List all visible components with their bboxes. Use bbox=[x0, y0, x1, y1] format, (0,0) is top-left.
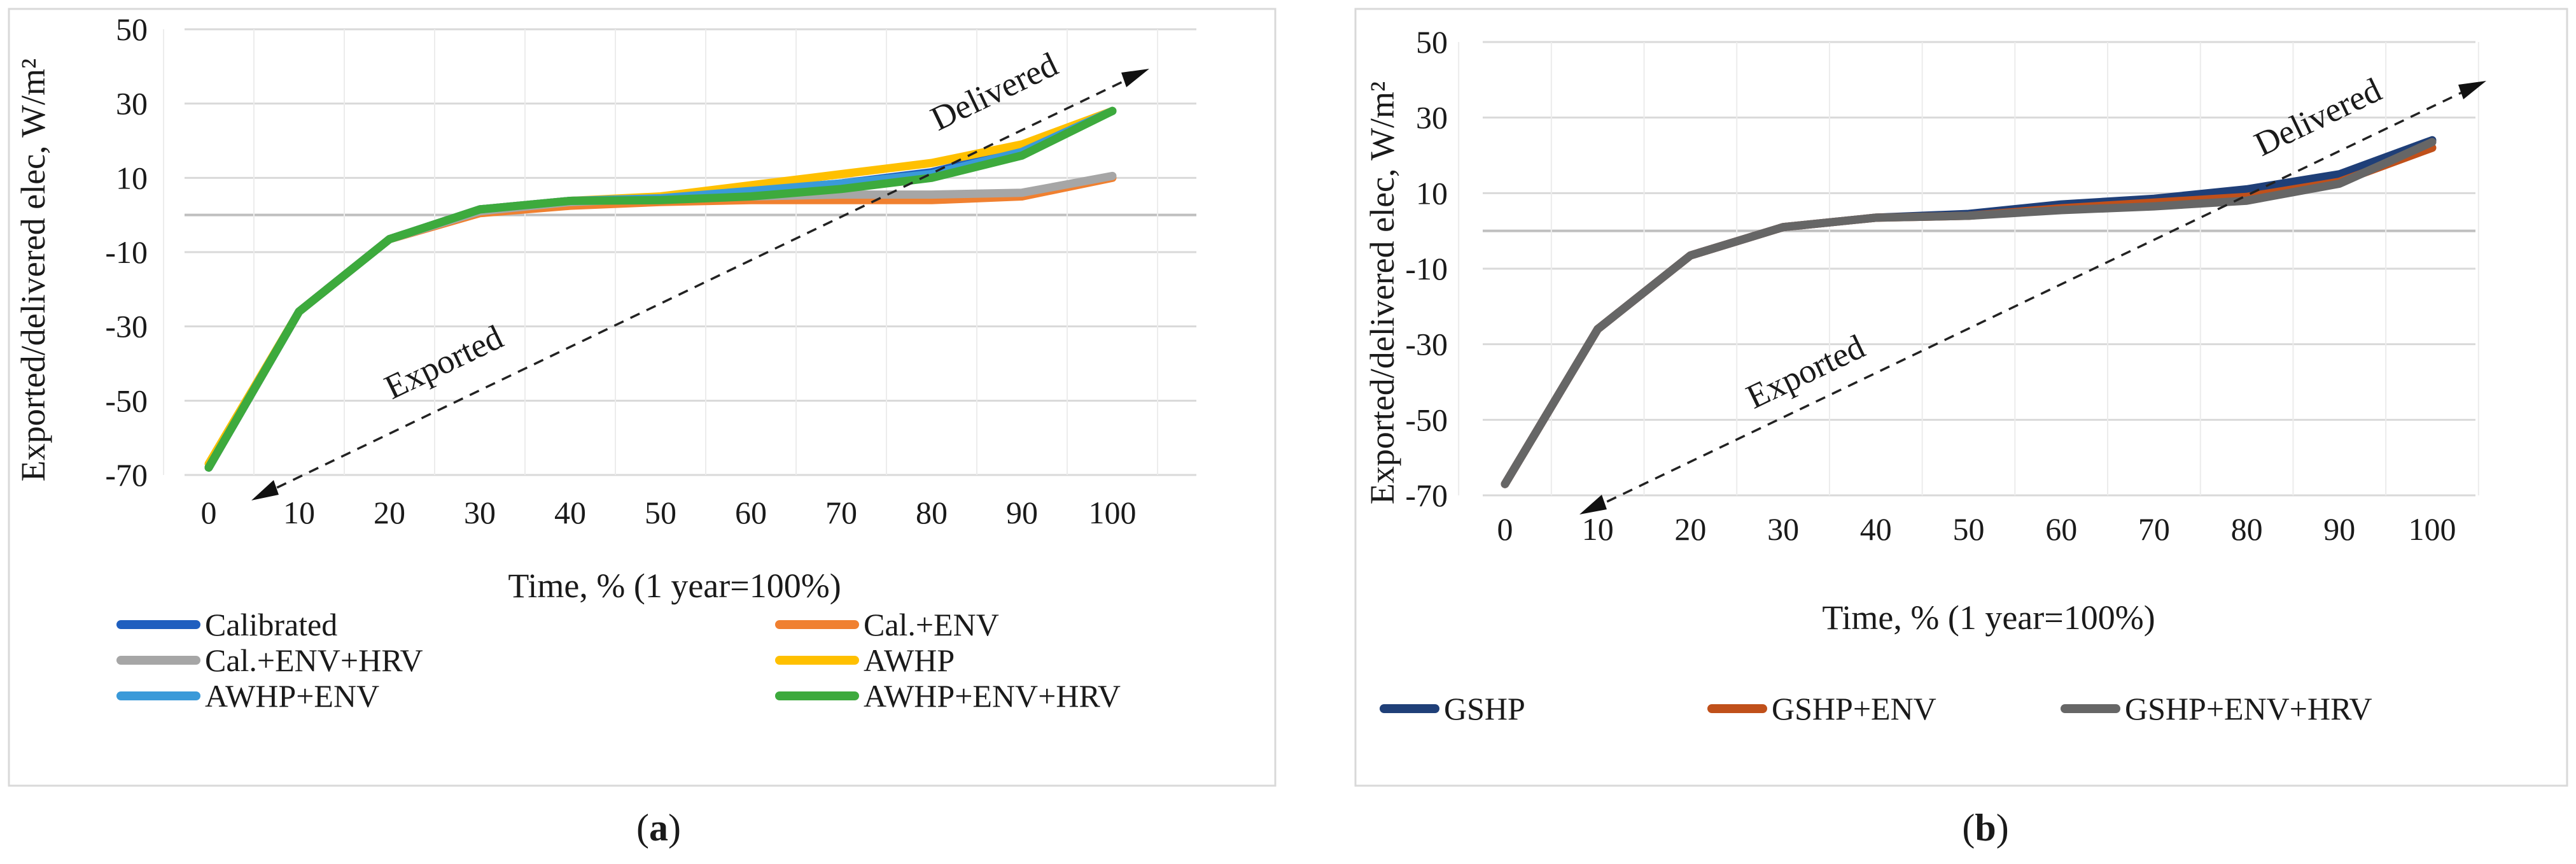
chart-a-x-tick-label: 80 bbox=[916, 495, 948, 530]
chart-a-x-tick-label: 90 bbox=[1006, 495, 1038, 530]
chart-a-delivered-label: Delivered bbox=[925, 45, 1063, 138]
chart-b-y-tick-label: 10 bbox=[1416, 175, 1448, 211]
chart-b-gridlines bbox=[1458, 41, 2479, 497]
chart-a-y-tick-label: 10 bbox=[116, 160, 148, 195]
chart-b-legend-label: GSHP bbox=[1444, 691, 1525, 726]
chart-a-series bbox=[204, 106, 1117, 472]
chart-b-x-tick-label: 30 bbox=[1767, 511, 1799, 547]
chart-a-legend-label: Calibrated bbox=[205, 607, 337, 642]
chart-a-y-tick-label: -30 bbox=[105, 309, 148, 344]
chart-b-legend-label: GSHP+ENV+HRV bbox=[2125, 691, 2372, 726]
chart-a-gridlines bbox=[163, 28, 1196, 476]
chart-b-x-tick-label: 90 bbox=[2323, 511, 2355, 547]
chart-b-x-tick-label: 20 bbox=[1674, 511, 1706, 547]
chart-a-arrowhead-exported bbox=[251, 480, 279, 500]
chart-a-y-axis-title: Exported/delivered elec, W/m² bbox=[14, 59, 52, 481]
chart-b-y-tick-label: -70 bbox=[1405, 478, 1448, 513]
chart-b-exported-label: Exported bbox=[1740, 327, 1870, 416]
panel-a: -70 -50 -30 -10 10 30 50 0 10 20 30 40 50 60 70 80 90 10… bbox=[8, 8, 1277, 849]
chart-b-y-tick-label: -30 bbox=[1405, 327, 1448, 362]
chart-b-x-tick-label: 40 bbox=[1860, 511, 1892, 547]
chart-a-legend-label: AWHP bbox=[864, 642, 955, 678]
chart-a-x-tick-label: 50 bbox=[645, 495, 676, 530]
chart-b-legend: GSHP GSHP+ENV GSHP+ENV+HRV bbox=[1380, 691, 2372, 726]
chart-b-y-tick-label: -50 bbox=[1405, 402, 1448, 437]
chart-a-legend-label: Cal.+ENV bbox=[864, 607, 999, 642]
chart-b-y-ticks: -70 -50 -30 -10 10 30 50 bbox=[1405, 24, 1448, 513]
chart-a-legend-label: AWHP+ENV+HRV bbox=[864, 678, 1121, 714]
panel-a-letter: a bbox=[649, 807, 668, 849]
chart-a-y-tick-label: 50 bbox=[116, 11, 148, 47]
panel-b-caption: (b) bbox=[1962, 807, 2008, 849]
chart-b-series-line-gshp-env-hrv bbox=[1501, 138, 2437, 488]
chart-b-x-tick-label: 70 bbox=[2138, 511, 2170, 547]
chart-a-x-tick-label: 0 bbox=[201, 495, 217, 530]
chart-a-y-tick-label: -10 bbox=[105, 234, 148, 270]
chart-b-trend-arrow bbox=[1590, 85, 2476, 511]
chart-a-y-tick-label: -70 bbox=[105, 457, 148, 493]
chart-b-y-tick-label: 50 bbox=[1416, 24, 1448, 60]
chart-a-x-tick-label: 70 bbox=[825, 495, 857, 530]
chart-a-exported-label: Exported bbox=[379, 318, 508, 407]
chart-a-x-tick-label: 40 bbox=[554, 495, 586, 530]
chart-b-x-ticks: 0 10 20 30 40 50 60 70 80 90 100 bbox=[1497, 511, 2456, 547]
chart-b-legend-label: GSHP+ENV bbox=[1772, 691, 1936, 726]
chart-b-x-axis-title: Time, % (1 year=100%) bbox=[1822, 598, 2155, 637]
chart-a-legend-label: AWHP+ENV bbox=[205, 678, 379, 714]
chart-a-y-tick-label: 30 bbox=[116, 86, 148, 122]
chart-b-y-tick-label: -10 bbox=[1405, 251, 1448, 287]
chart-a-arrowhead-delivered bbox=[1121, 69, 1149, 87]
chart-a-x-ticks: 0 10 20 30 40 50 60 70 80 90 100 bbox=[201, 495, 1137, 530]
chart-a-x-axis-title: Time, % (1 year=100%) bbox=[508, 567, 841, 605]
chart-a-legend-label: Cal.+ENV+HRV bbox=[205, 642, 423, 678]
chart-b-x-tick-label: 50 bbox=[1953, 511, 1985, 547]
chart-b-series bbox=[1501, 136, 2437, 488]
chart-b-x-tick-label: 0 bbox=[1497, 511, 1513, 547]
chart-b-x-tick-label: 100 bbox=[2409, 511, 2456, 547]
chart-a-x-tick-label: 100 bbox=[1089, 495, 1137, 530]
chart-a-x-tick-label: 30 bbox=[464, 495, 496, 530]
chart-a-y-tick-label: -50 bbox=[105, 383, 148, 418]
chart-a-x-tick-label: 20 bbox=[374, 495, 405, 530]
chart-a-series-line-awhp-env-hrv bbox=[204, 106, 1117, 472]
chart-b-y-tick-label: 30 bbox=[1416, 100, 1448, 136]
chart-b-x-tick-label: 60 bbox=[2045, 511, 2077, 547]
chart-a-x-tick-label: 60 bbox=[735, 495, 767, 530]
panel-a-caption: (a) bbox=[636, 807, 681, 849]
chart-b-arrowhead-delivered bbox=[2458, 81, 2486, 99]
chart-a-y-ticks: -70 -50 -30 -10 10 30 50 bbox=[105, 11, 148, 493]
chart-a-annotations: Exported Delivered bbox=[251, 45, 1149, 500]
chart-b-arrowhead-exported bbox=[1579, 495, 1607, 514]
panel-b: -70 -50 -30 -10 10 30 50 0 10 20 30 40 50 60 70 80 90 10… bbox=[1354, 8, 2568, 849]
chart-b-frame bbox=[1354, 8, 2568, 787]
chart-b-annotations: Exported Delivered bbox=[1579, 71, 2486, 514]
chart-a-trend-arrow bbox=[260, 73, 1140, 497]
chart-b-y-axis-title: Exported/delivered elec, W/m² bbox=[1363, 81, 1401, 504]
panel-b-letter: b bbox=[1975, 807, 1996, 849]
chart-b-x-tick-label: 80 bbox=[2231, 511, 2263, 547]
chart-a-x-tick-label: 10 bbox=[283, 495, 315, 530]
chart-a-frame bbox=[8, 8, 1277, 787]
chart-b-x-tick-label: 10 bbox=[1582, 511, 1614, 547]
